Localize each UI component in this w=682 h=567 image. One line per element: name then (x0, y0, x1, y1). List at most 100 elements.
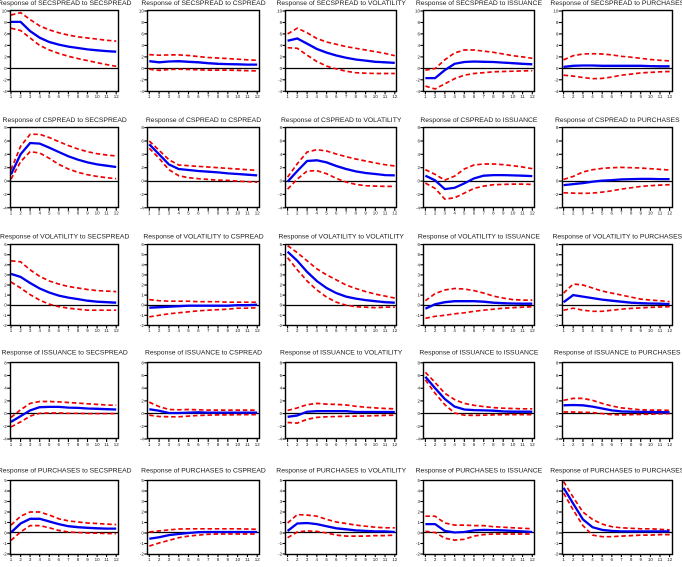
svg-text:8: 8 (355, 328, 358, 333)
svg-text:5: 5 (601, 442, 604, 447)
svg-text:8: 8 (556, 125, 559, 130)
svg-text:8: 8 (141, 360, 144, 365)
svg-text:2: 2 (556, 165, 559, 170)
svg-text:9: 9 (364, 94, 367, 99)
svg-text:8: 8 (556, 20, 559, 25)
svg-text:5: 5 (601, 557, 604, 562)
svg-text:2: 2 (158, 442, 161, 447)
svg-text:0: 0 (4, 179, 7, 184)
svg-text:6: 6 (280, 31, 283, 36)
svg-text:4: 4 (591, 328, 594, 333)
svg-text:12: 12 (667, 211, 673, 216)
svg-text:4: 4 (316, 442, 319, 447)
svg-text:4: 4 (4, 43, 7, 48)
svg-text:8: 8 (280, 360, 283, 365)
svg-text:9: 9 (502, 442, 505, 447)
svg-text:Response of VOLATILITY to CSPR: Response of VOLATILITY to CSPREAD (143, 233, 263, 240)
svg-text:3: 3 (4, 499, 7, 504)
svg-text:4: 4 (591, 557, 594, 562)
svg-text:10: 10 (648, 442, 654, 447)
svg-text:12: 12 (255, 211, 261, 216)
svg-text:Response of CSPREAD to ISSUANC: Response of CSPREAD to ISSUANCE (420, 117, 538, 124)
svg-text:6: 6 (280, 242, 283, 247)
svg-text:0: 0 (141, 303, 144, 308)
svg-text:-2: -2 (416, 77, 420, 82)
svg-text:2: 2 (4, 54, 7, 59)
svg-text:4: 4 (4, 386, 7, 391)
svg-text:8: 8 (492, 94, 495, 99)
svg-text:10: 10 (510, 328, 516, 333)
svg-text:3: 3 (280, 499, 283, 504)
svg-text:4: 4 (38, 442, 41, 447)
svg-text:-2: -2 (3, 552, 7, 557)
svg-text:-1: -1 (3, 541, 7, 546)
svg-text:7: 7 (620, 557, 623, 562)
svg-text:Response of ISSUANCE to PURCHA: Response of ISSUANCE to PURCHASES (554, 350, 681, 357)
svg-text:-4: -4 (278, 205, 282, 210)
svg-text:0: 0 (556, 179, 559, 184)
svg-text:4: 4 (591, 211, 594, 216)
svg-text:-4: -4 (278, 437, 282, 442)
svg-text:2: 2 (556, 54, 559, 59)
svg-text:10: 10 (510, 442, 516, 447)
svg-text:9: 9 (639, 328, 642, 333)
svg-text:7: 7 (620, 211, 623, 216)
svg-text:7: 7 (345, 328, 348, 333)
svg-text:3: 3 (417, 272, 420, 277)
svg-text:8: 8 (492, 211, 495, 216)
svg-text:10: 10 (95, 328, 101, 333)
svg-text:2: 2 (572, 557, 575, 562)
svg-text:10: 10 (553, 9, 559, 14)
svg-text:8: 8 (4, 125, 7, 130)
svg-text:3: 3 (141, 272, 144, 277)
svg-text:7: 7 (67, 94, 70, 99)
svg-text:2: 2 (280, 398, 283, 403)
svg-text:3: 3 (29, 442, 32, 447)
svg-text:12: 12 (392, 557, 398, 562)
svg-text:Response of VOLATILITY to PURC: Response of VOLATILITY to PURCHASES (552, 233, 682, 240)
svg-text:5: 5 (463, 557, 466, 562)
svg-text:10: 10 (415, 9, 421, 14)
svg-text:4: 4 (453, 328, 456, 333)
svg-text:4: 4 (280, 386, 283, 391)
svg-text:-1: -1 (278, 541, 282, 546)
svg-text:6: 6 (417, 373, 420, 378)
svg-text:3: 3 (306, 211, 309, 216)
svg-text:11: 11 (658, 94, 663, 99)
svg-text:0: 0 (141, 531, 144, 536)
svg-text:12: 12 (255, 557, 261, 562)
svg-text:4: 4 (4, 152, 7, 157)
svg-text:11: 11 (245, 94, 250, 99)
svg-text:2: 2 (19, 557, 22, 562)
svg-text:5: 5 (187, 328, 190, 333)
svg-text:-2: -2 (416, 424, 420, 429)
svg-text:-4: -4 (3, 205, 7, 210)
svg-text:3: 3 (29, 94, 32, 99)
svg-text:12: 12 (392, 328, 398, 333)
svg-text:3: 3 (168, 94, 171, 99)
svg-text:9: 9 (502, 211, 505, 216)
svg-text:8: 8 (355, 211, 358, 216)
svg-text:1: 1 (10, 94, 13, 99)
svg-text:-2: -2 (416, 192, 420, 197)
svg-text:1: 1 (148, 557, 151, 562)
svg-text:9: 9 (364, 328, 367, 333)
svg-text:8: 8 (77, 442, 80, 447)
svg-text:11: 11 (104, 94, 109, 99)
svg-text:6: 6 (4, 242, 7, 247)
svg-text:Response of SECSPREAD to VOLAT: Response of SECSPREAD to VOLATILITY (276, 0, 406, 7)
svg-text:4: 4 (38, 328, 41, 333)
svg-text:1: 1 (424, 557, 427, 562)
svg-text:8: 8 (355, 557, 358, 562)
svg-text:5: 5 (48, 442, 51, 447)
svg-text:6: 6 (141, 139, 144, 144)
svg-text:4: 4 (141, 262, 144, 267)
svg-text:1: 1 (417, 520, 420, 525)
svg-text:2: 2 (141, 510, 144, 515)
svg-text:4: 4 (453, 557, 456, 562)
svg-text:Response of ISSUANCE to VOLATI: Response of ISSUANCE to VOLATILITY (280, 350, 403, 357)
svg-text:4: 4 (556, 262, 559, 267)
svg-text:1: 1 (148, 94, 151, 99)
svg-text:11: 11 (383, 442, 388, 447)
svg-text:Response of ISSUANCE to ISSUAN: Response of ISSUANCE to ISSUANCE (419, 350, 538, 357)
